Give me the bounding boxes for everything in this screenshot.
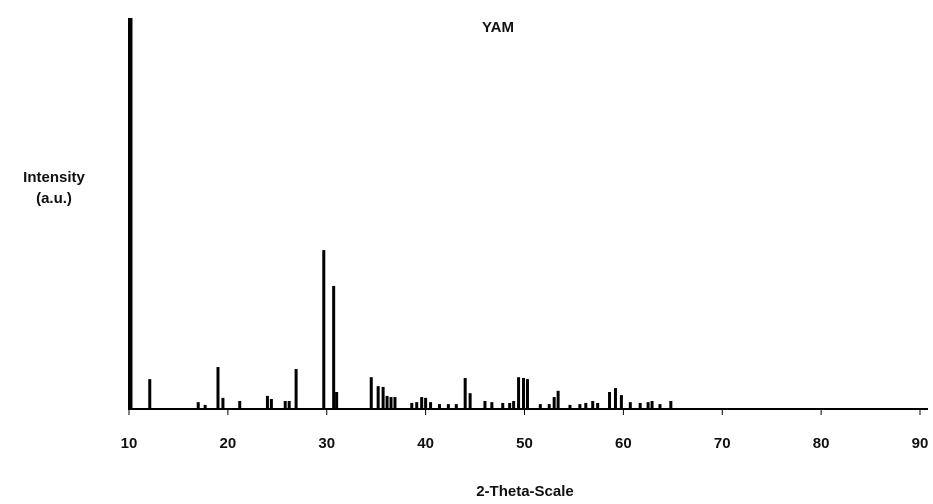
peak xyxy=(322,250,325,408)
peak xyxy=(238,401,241,408)
x-tick-label: 60 xyxy=(615,435,632,452)
peak xyxy=(651,401,654,408)
peak xyxy=(332,286,335,408)
x-tick-label: 90 xyxy=(912,435,929,452)
peak xyxy=(620,395,623,408)
peak xyxy=(382,387,385,408)
peak xyxy=(483,401,486,408)
peak xyxy=(512,401,515,408)
y-axis-label: (a.u.) xyxy=(36,190,72,207)
peak xyxy=(522,378,525,408)
peak xyxy=(288,401,291,408)
peak xyxy=(501,403,504,408)
peak xyxy=(469,393,472,408)
x-tick-label: 70 xyxy=(714,435,731,452)
peak xyxy=(129,18,132,408)
peak xyxy=(420,397,423,408)
peak xyxy=(216,367,219,408)
x-axis-label: 2-Theta-Scale xyxy=(476,483,574,500)
peak xyxy=(266,396,269,408)
chart: YAM Intensity (a.u.) 2-Theta-Scale 10 20 3… xyxy=(0,0,933,504)
peak xyxy=(526,379,529,408)
peak xyxy=(204,405,207,408)
peak xyxy=(415,402,418,408)
peak xyxy=(639,403,642,408)
peak xyxy=(410,403,413,408)
chart-title: YAM xyxy=(482,19,514,36)
peak xyxy=(295,369,298,408)
peak xyxy=(557,391,560,408)
peak xyxy=(578,404,581,408)
peak xyxy=(197,402,200,408)
peak xyxy=(386,396,389,408)
peak xyxy=(447,404,450,408)
peak xyxy=(490,402,493,408)
peak xyxy=(539,404,542,408)
peak xyxy=(270,399,273,408)
x-tick-label: 30 xyxy=(318,435,335,452)
peak xyxy=(393,397,396,408)
peak xyxy=(377,386,380,408)
peak xyxy=(647,402,650,408)
peak xyxy=(464,378,467,408)
x-tick-label: 40 xyxy=(417,435,434,452)
peak xyxy=(658,404,661,408)
page: {"chart_data": {"type": "stick", "title"… xyxy=(0,0,933,504)
peak xyxy=(629,402,632,408)
peak xyxy=(669,401,672,408)
x-tick-label: 80 xyxy=(813,435,830,452)
peak xyxy=(596,403,599,408)
x-tick-label: 10 xyxy=(121,435,138,452)
peak xyxy=(548,404,551,408)
peak xyxy=(438,404,441,408)
peak xyxy=(584,403,587,408)
peak xyxy=(553,397,556,408)
peak xyxy=(148,379,151,408)
peak xyxy=(221,398,224,408)
peak xyxy=(568,405,571,408)
y-axis-label: Intensity xyxy=(23,169,85,186)
peak xyxy=(614,388,617,408)
peak xyxy=(517,377,520,408)
peak xyxy=(591,401,594,408)
peak xyxy=(424,398,427,408)
peak xyxy=(429,402,432,408)
peak xyxy=(370,377,373,408)
x-tick-label: 20 xyxy=(220,435,237,452)
x-tick-label: 50 xyxy=(516,435,533,452)
peak xyxy=(508,403,511,408)
peak xyxy=(455,404,458,408)
peak xyxy=(390,397,393,408)
peak xyxy=(284,401,287,408)
peak xyxy=(608,392,611,408)
peak xyxy=(335,392,338,408)
